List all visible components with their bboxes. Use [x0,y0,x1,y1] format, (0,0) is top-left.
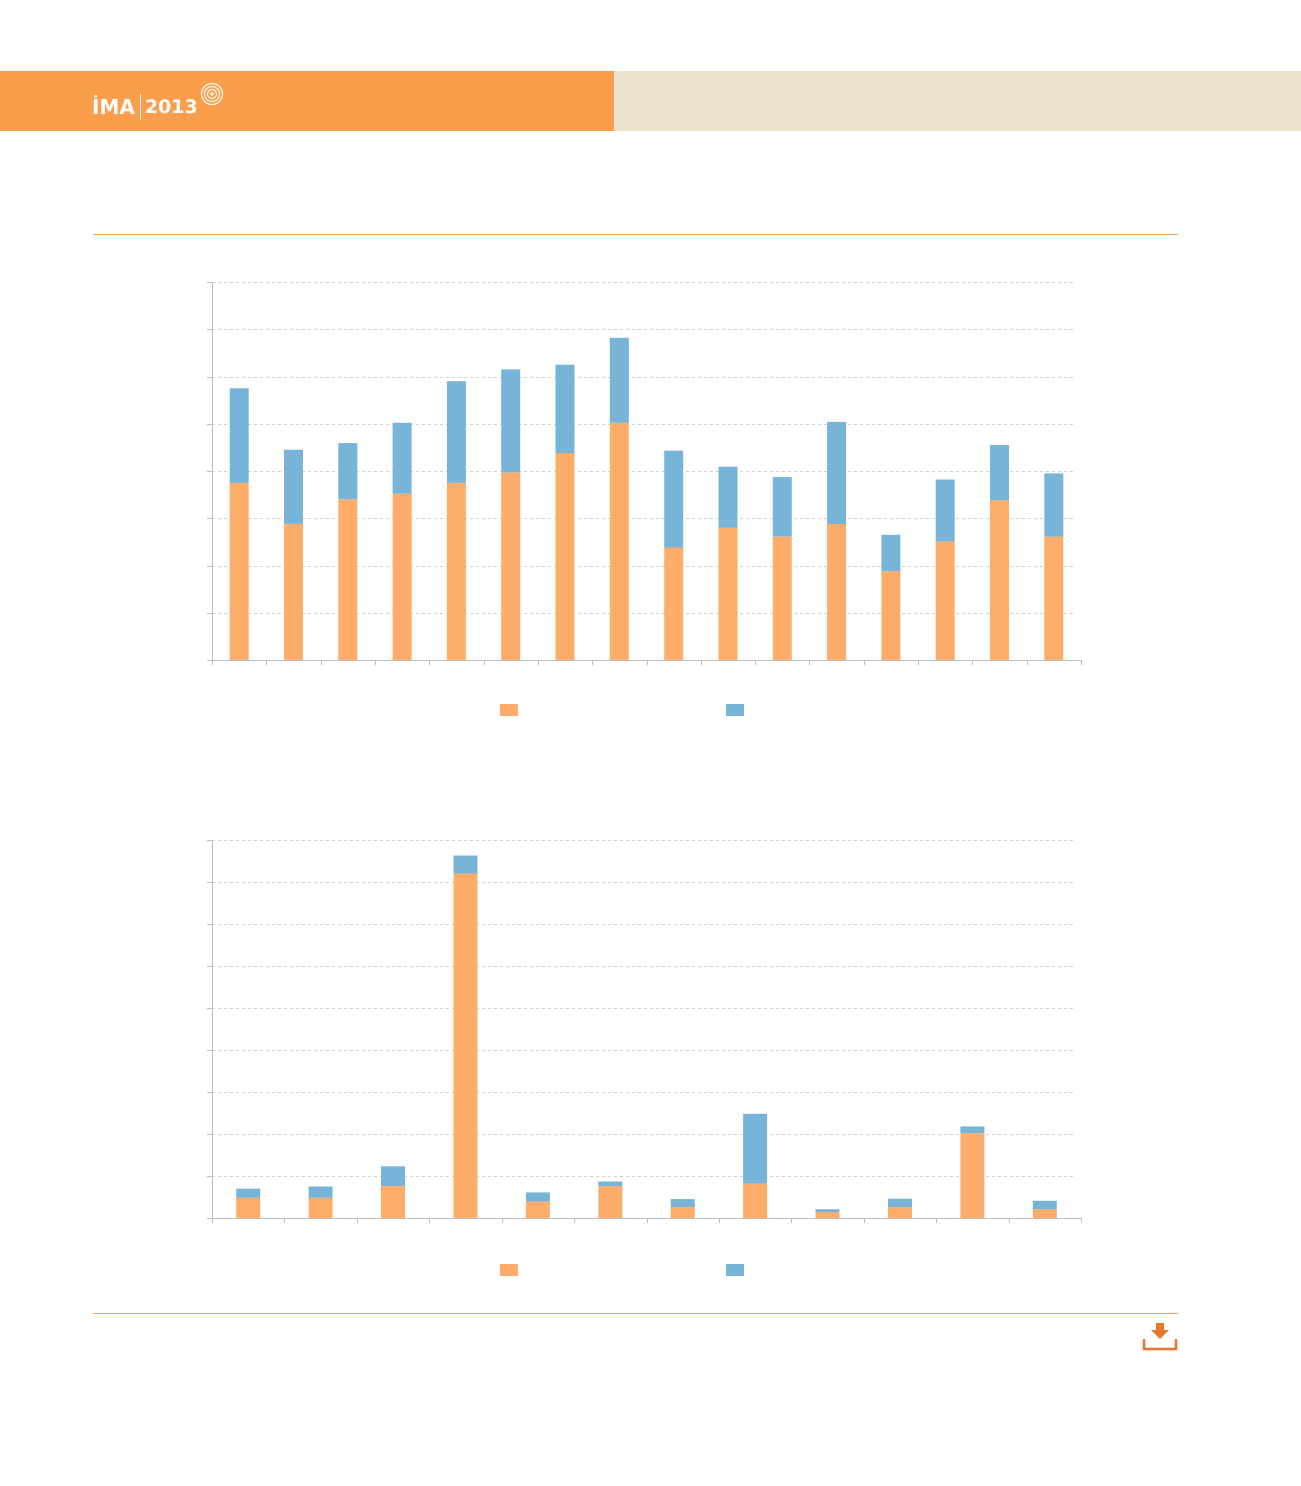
concentric-rings-icon [200,82,224,106]
bar-segment-series-2 [664,450,684,548]
bar-segment-series-1 [670,1207,695,1218]
bar-segment-series-2 [308,1186,333,1198]
bar-segment-series-1 [446,482,466,660]
bar-segment-series-2 [772,477,792,537]
logo-brand: İMA [92,95,135,119]
bar-segment-series-2 [236,1188,261,1198]
logo-year: 2013 [144,96,198,118]
bar-segment-series-1 [815,1212,840,1218]
bar-segment-series-1 [308,1197,333,1218]
bar-segment-series-1 [1032,1209,1057,1218]
bar-segment-series-2 [670,1199,695,1208]
bar-segment-series-1 [609,422,629,660]
logo-divider [139,94,141,120]
bar-segment-series-2 [284,449,303,524]
bar-segment-series-1 [935,541,955,660]
bar-segment-series-1 [960,1133,985,1218]
bar-segment-series-2 [935,479,955,542]
bar-segment-series-1 [453,873,478,1218]
bar-segment-series-1 [392,493,412,660]
bar-segment-series-1 [501,472,521,660]
chart-1-stacked-bar [207,282,1082,716]
bar-segment-series-1 [827,523,847,660]
bar-segment-series-2 [392,422,412,494]
download-tray-icon [1142,1323,1178,1351]
bar-segment-series-2 [501,369,521,473]
bar-segment-series-1 [772,536,792,660]
legend-swatch-series-1 [500,704,518,716]
bar-segment-series-1 [284,523,303,660]
bar-segment-series-2 [446,381,466,483]
bar-segment-series-1 [555,453,575,660]
bar-segment-series-1 [990,500,1009,660]
bar-segment-series-2 [1032,1200,1057,1210]
bar-segment-series-2 [888,1198,912,1208]
bar-segment-series-1 [236,1197,261,1218]
bar-segment-series-1 [881,571,901,660]
ima-2013-logo: İMA 2013 [92,82,224,124]
bar-segment-series-2 [960,1126,985,1134]
chart-2-stacked-bar [207,840,1082,1276]
header-band-beige [614,71,1301,131]
bar-segment-series-2 [381,1166,405,1186]
bar-segment-series-2 [881,534,901,572]
bar-segment-series-2 [338,443,358,500]
bar-segment-series-2 [743,1113,768,1184]
bar-segment-series-2 [815,1209,840,1213]
bottom-divider-rule [93,1313,1178,1314]
bar-segment-series-2 [229,388,249,483]
bar-segment-series-1 [338,499,358,660]
legend-swatch-series-1 [500,1264,518,1276]
bar-segment-series-1 [525,1201,550,1218]
bar-segment-series-1 [718,527,738,660]
bar-segment-series-1 [888,1207,912,1218]
top-divider-rule [93,234,1178,235]
bar-segment-series-2 [609,337,629,423]
bar-segment-series-2 [453,855,478,874]
bar-segment-series-1 [381,1186,405,1218]
legend-swatch-series-2 [726,1264,744,1276]
bar-segment-series-1 [1044,536,1064,660]
bar-segment-series-2 [555,364,575,454]
bar-segment-series-2 [990,445,1009,501]
bar-segment-series-2 [598,1181,623,1187]
legend-swatch-series-2 [726,704,744,716]
bar-segment-series-1 [664,547,684,660]
bar-segment-series-1 [229,482,249,660]
bar-segment-series-2 [827,421,847,524]
download-button[interactable] [1141,1320,1179,1352]
header-band-orange [0,71,614,131]
bar-segment-series-2 [718,466,738,528]
bar-segment-series-2 [1044,473,1064,537]
bar-segment-series-1 [743,1183,768,1218]
bar-segment-series-2 [525,1192,550,1202]
bar-segment-series-1 [598,1186,623,1218]
